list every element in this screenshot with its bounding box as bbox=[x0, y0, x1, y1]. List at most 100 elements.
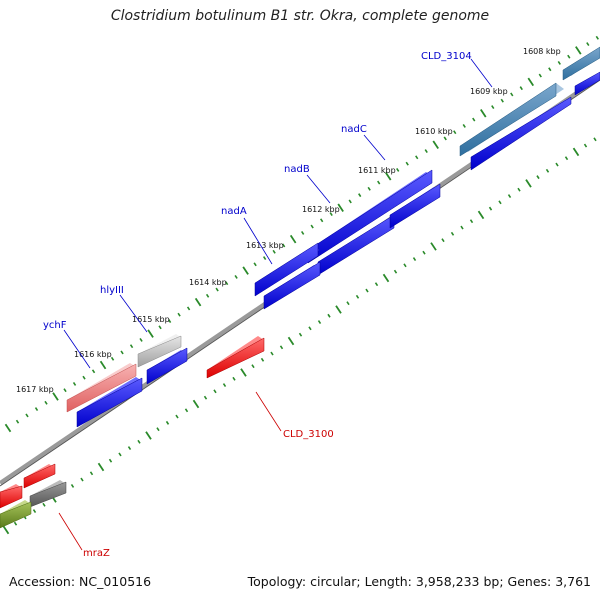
inner-track-major-tick bbox=[335, 305, 342, 314]
outer-track-minor-tick bbox=[519, 86, 523, 91]
outer-track-minor-tick bbox=[186, 306, 191, 311]
inner-track-minor-tick bbox=[70, 483, 75, 488]
outer-track-major-tick bbox=[527, 77, 535, 87]
outer-track-minor-tick bbox=[443, 136, 447, 141]
outer-track-minor-tick bbox=[120, 350, 124, 355]
tick-label-1614: 1614 kbp bbox=[189, 278, 227, 287]
gene-hlyIII-outer[interactable] bbox=[137, 334, 182, 368]
outer-tick-track bbox=[4, 35, 599, 433]
gene-nadC-upper[interactable] bbox=[307, 169, 433, 264]
inner-track-major-tick bbox=[572, 147, 580, 157]
outer-track-minor-tick bbox=[300, 230, 305, 235]
inner-track-major-tick bbox=[2, 525, 10, 535]
gene-label-hlyIII[interactable]: hlyIII bbox=[100, 285, 124, 296]
inner-track-minor-tick bbox=[422, 250, 426, 255]
inner-track-minor-tick bbox=[80, 477, 84, 482]
genome-summary-text: Topology: circular; Length: 3,958,233 bp… bbox=[247, 574, 591, 589]
gene-ychF[interactable] bbox=[76, 377, 143, 428]
gene-cld-3104-outer[interactable] bbox=[459, 82, 564, 157]
accession-text: Accession: NC_010516 bbox=[9, 574, 152, 589]
outer-track-minor-tick bbox=[177, 312, 181, 317]
outer-track-minor-tick bbox=[34, 407, 39, 412]
outer-track-minor-tick bbox=[15, 419, 20, 424]
outer-track-minor-tick bbox=[472, 117, 476, 122]
inner-track-minor-tick bbox=[232, 376, 236, 381]
tick-label-1612: 1612 kbp bbox=[302, 205, 340, 214]
inner-track-minor-tick bbox=[564, 156, 569, 161]
gene-label-nadA[interactable]: nadA bbox=[221, 206, 247, 217]
inner-track-minor-tick bbox=[346, 301, 350, 306]
inner-track-minor-tick bbox=[13, 521, 18, 526]
gene-olive[interactable] bbox=[0, 500, 32, 529]
outer-track-minor-tick bbox=[424, 149, 428, 154]
inner-track-minor-tick bbox=[327, 313, 331, 318]
inner-track-minor-tick bbox=[175, 414, 179, 419]
outer-track-major-tick bbox=[432, 140, 439, 150]
outer-track-minor-tick bbox=[595, 35, 599, 40]
outer-track-minor-tick bbox=[262, 256, 267, 261]
inner-track-minor-tick bbox=[222, 383, 227, 388]
outer-track-minor-tick bbox=[44, 400, 48, 405]
gene-cld-3100[interactable] bbox=[206, 336, 265, 379]
outer-track-minor-tick bbox=[281, 243, 286, 248]
outer-track-major-tick bbox=[575, 46, 582, 55]
gene-ychF-outer[interactable] bbox=[66, 363, 137, 413]
outer-track-minor-tick bbox=[396, 168, 400, 172]
outer-track-minor-tick bbox=[215, 287, 219, 292]
outer-track-major-tick bbox=[4, 423, 12, 433]
gene-dark-grey[interactable] bbox=[29, 480, 67, 508]
gene-nadC[interactable] bbox=[389, 183, 441, 229]
gene-label-mraZ[interactable]: mraZ bbox=[83, 548, 110, 559]
gene-label-ychF[interactable]: ychF bbox=[43, 320, 67, 331]
inner-tick-track bbox=[2, 137, 597, 535]
outer-track-minor-tick bbox=[158, 325, 162, 330]
tick-label-1611: 1611 kbp bbox=[358, 166, 396, 175]
outer-track-major-tick bbox=[147, 329, 154, 338]
inner-track-minor-tick bbox=[118, 452, 122, 457]
gene-mraZ-a[interactable] bbox=[23, 463, 56, 489]
outer-track-minor-tick bbox=[205, 293, 210, 298]
map-title: Clostridium botulinum B1 str. Okra, comp… bbox=[110, 8, 490, 24]
inner-track-minor-tick bbox=[213, 389, 217, 394]
gene-features bbox=[0, 46, 600, 529]
gene-cld-3105-outer[interactable] bbox=[562, 46, 600, 81]
inner-track-major-tick bbox=[382, 273, 390, 283]
gene-label-nadC[interactable]: nadC bbox=[341, 124, 367, 135]
gene-label-cld-3104[interactable]: CLD_3104 bbox=[421, 51, 472, 62]
outer-track-minor-tick bbox=[453, 130, 457, 135]
inner-track-minor-tick bbox=[260, 357, 265, 362]
outer-track-minor-tick bbox=[139, 337, 143, 342]
tick-label-1617: 1617 kbp bbox=[16, 385, 54, 394]
outer-track-major-tick bbox=[384, 171, 392, 181]
outer-track-minor-tick bbox=[557, 61, 561, 65]
inner-track-major-tick bbox=[287, 336, 295, 346]
outer-track-major-tick bbox=[52, 392, 59, 401]
gene-cld-3105[interactable] bbox=[574, 71, 600, 96]
inner-track-minor-tick bbox=[184, 408, 189, 413]
inner-track-minor-tick bbox=[165, 420, 170, 425]
inner-track-minor-tick bbox=[156, 427, 160, 432]
outer-track-minor-tick bbox=[272, 249, 276, 254]
inner-track-minor-tick bbox=[89, 471, 94, 476]
outer-track-minor-tick bbox=[91, 369, 96, 374]
outer-track-minor-tick bbox=[310, 224, 314, 229]
inner-track-minor-tick bbox=[365, 288, 369, 293]
inner-track-major-tick bbox=[525, 179, 532, 188]
inner-track-minor-tick bbox=[583, 143, 588, 148]
outer-track-minor-tick bbox=[567, 54, 571, 59]
outer-track-minor-tick bbox=[82, 375, 86, 380]
gene-cld-3104[interactable] bbox=[470, 96, 572, 171]
outer-track-minor-tick bbox=[110, 356, 115, 361]
gene-hlyIII[interactable] bbox=[146, 347, 188, 385]
outer-track-minor-tick bbox=[329, 212, 333, 216]
outer-track-minor-tick bbox=[415, 155, 419, 160]
gene-label-cld-3100[interactable]: CLD_3100 bbox=[283, 429, 334, 440]
gene-nadA[interactable] bbox=[254, 242, 319, 297]
inner-track-minor-tick bbox=[355, 294, 360, 299]
inner-track-minor-tick bbox=[488, 206, 493, 211]
gene-mraZ-b[interactable] bbox=[0, 484, 23, 509]
gene-label-nadB[interactable]: nadB bbox=[284, 164, 310, 175]
gene-nadA-lower[interactable] bbox=[263, 261, 321, 310]
inner-track-minor-tick bbox=[251, 364, 255, 369]
